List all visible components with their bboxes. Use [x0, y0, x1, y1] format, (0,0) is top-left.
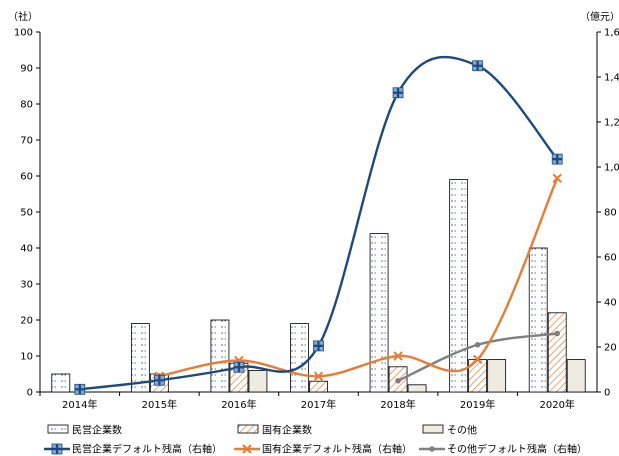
bar-dash: [290, 323, 309, 393]
marker-dot: [554, 330, 561, 337]
marker-plus-cross: [52, 444, 62, 454]
marker-x: [552, 173, 562, 183]
x-tick-label: 2018年: [380, 398, 415, 411]
legend-label: 国有企業数: [262, 424, 312, 437]
marker-dot: [429, 446, 435, 452]
left-tick-label: 70: [20, 136, 33, 147]
left-axis-unit: （社）: [8, 10, 38, 23]
left-tick-label: 60: [20, 172, 33, 183]
x-tick-label: 2014年: [62, 398, 97, 411]
right-axis-unit: （億元）: [580, 10, 619, 23]
legend-label: 民営企業数: [72, 424, 122, 437]
bar-plain: [487, 359, 507, 393]
marker-x: [472, 354, 483, 365]
right-tick-label: 1,4: [604, 73, 619, 84]
marker-plus-cross: [393, 87, 404, 98]
left-tick-label: 40: [20, 244, 33, 255]
bars-group: [51, 179, 586, 393]
x-tick-label: 2019年: [460, 398, 495, 411]
marker-plus-cross: [472, 60, 483, 71]
bar-dash: [369, 233, 389, 393]
bar-hatch: [547, 312, 567, 393]
legend-label: 民営企業デフォルト残高（右軸）: [72, 443, 222, 456]
left-tick-label: 0: [27, 388, 33, 399]
x-tick-label: 2017年: [301, 398, 336, 411]
marker-plus-cross: [552, 154, 563, 165]
line-series: [79, 55, 559, 391]
x-tick-label: 2020年: [539, 398, 574, 411]
legend-label: 国有企業デフォルト残高（右軸）: [262, 443, 412, 456]
right-tick-label: 40: [604, 298, 617, 309]
bar-plain: [407, 384, 427, 393]
legend-swatch-dash: [47, 424, 69, 434]
left-tick-label: 100: [14, 28, 33, 39]
right-tick-label: 0: [604, 388, 610, 399]
x-tick-label: 2015年: [142, 398, 177, 411]
left-tick-label: 20: [20, 316, 33, 327]
legend-label: その他: [447, 424, 477, 437]
left-tick-label: 80: [20, 100, 33, 111]
bar-dash: [51, 373, 71, 393]
marker-x: [313, 371, 324, 381]
x-tick-label: 2016年: [221, 398, 256, 411]
axes-group: 0 10 20 30 40 50 60 70 80 90 100 0 20 40 60 80 1,0 1,2 1,4…: [8, 10, 619, 411]
bar-dash: [449, 179, 469, 393]
bar-dash: [528, 247, 548, 393]
left-tick-label: 50: [20, 208, 33, 219]
legend-swatch-plain: [422, 424, 444, 434]
marker-plus-cross: [313, 340, 324, 351]
left-tick-label: 30: [20, 280, 33, 291]
lines-group: [74, 55, 563, 395]
marker-x: [242, 444, 252, 454]
right-tick-label: 80: [604, 208, 617, 219]
left-tick-label: 10: [20, 352, 33, 363]
marker-dot: [474, 341, 481, 348]
bar-plain: [566, 359, 586, 393]
marker-dot: [395, 377, 401, 384]
marker-plus-cross: [154, 375, 165, 386]
bar-plain: [248, 369, 268, 393]
legend-swatch-hatch: [237, 424, 259, 434]
bar-dash: [210, 319, 230, 393]
marker-plus-cross: [233, 362, 244, 373]
marker-plus-cross: [74, 384, 85, 395]
legend-label: その他デフォルト残高（右軸）: [447, 443, 587, 456]
right-tick-label: 60: [604, 253, 617, 264]
left-tick-label: 90: [20, 64, 33, 75]
right-tick-label: 1,6: [604, 28, 619, 39]
bar-dash: [130, 323, 150, 393]
right-tick-label: 1,0: [604, 163, 619, 174]
bar-hatch: [309, 380, 328, 393]
right-tick-label: 1,2: [604, 118, 619, 129]
right-tick-label: 20: [604, 343, 617, 354]
marker-x: [393, 351, 403, 361]
